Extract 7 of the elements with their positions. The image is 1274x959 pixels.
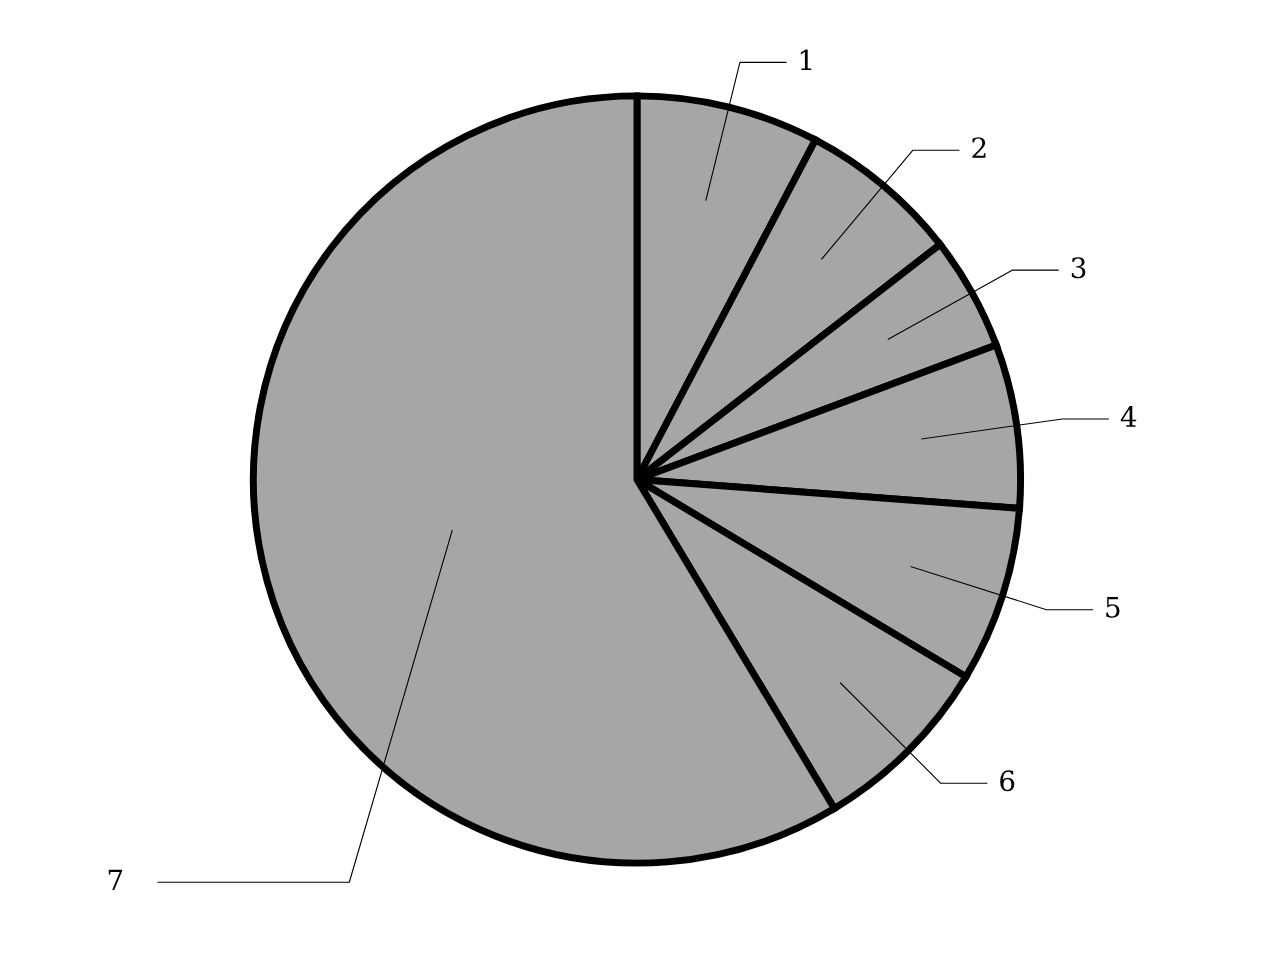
slice-label: 7 <box>108 869 123 890</box>
slice-label: 1 <box>800 49 812 71</box>
slice-label: 5 <box>1106 597 1120 618</box>
slice-label: 2 <box>972 137 986 158</box>
slice-label: 3 <box>1071 257 1086 279</box>
slice-label: 6 <box>1000 770 1015 792</box>
slice-label: 4 <box>1120 406 1137 427</box>
